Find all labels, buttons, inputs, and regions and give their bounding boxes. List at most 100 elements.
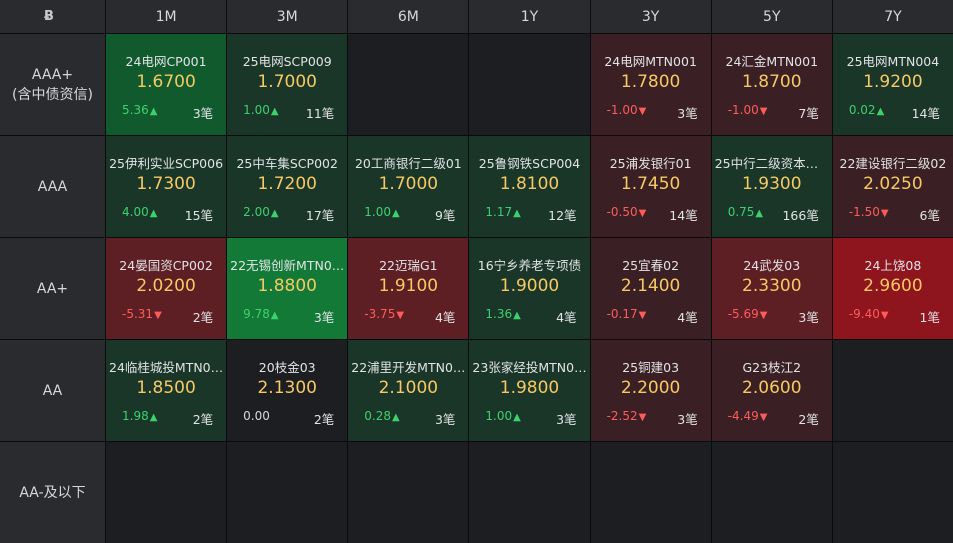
trade-count: 14笔: [911, 106, 940, 121]
empty-cell: [227, 442, 348, 543]
bond-name: 24晏国资CP002: [119, 258, 213, 273]
bond-cell[interactable]: 16宁乡养老专项债 1.9000 1.36▲ 4笔: [469, 238, 590, 339]
trade-count: 7笔: [798, 106, 819, 121]
change-value: -0.17▼: [607, 307, 647, 321]
bond-cell[interactable]: 22建设银行二级02 2.0250 -1.50▼ 6笔: [832, 136, 953, 237]
bond-name: 20枝金03: [258, 360, 316, 375]
tenor-header-7Y[interactable]: 7Y: [832, 0, 953, 33]
bond-cell[interactable]: 25鲁钢铁SCP004 1.8100 1.17▲ 12笔: [469, 136, 590, 237]
bond-cell[interactable]: 25中行二级资本债0... 1.9300 0.75▲ 166笔: [711, 136, 832, 237]
yield-value: 1.9000: [499, 276, 560, 296]
change-number: -4.49: [727, 409, 759, 423]
trade-count: 3笔: [677, 106, 698, 121]
empty-cell: [348, 34, 469, 135]
change-number: -2.52: [606, 409, 638, 423]
change-number: 1.00: [485, 409, 513, 423]
yield-value: 2.1300: [257, 378, 317, 398]
arrow-down-icon: ▼: [759, 412, 768, 423]
yield-value: 2.1400: [620, 276, 681, 296]
change-value: 1.98▲: [122, 409, 157, 423]
yield-value: 1.9100: [378, 276, 439, 296]
trade-count: 2笔: [313, 412, 335, 427]
arrow-up-icon: ▲: [149, 106, 158, 117]
trade-count: 14笔: [669, 208, 698, 223]
bond-cell[interactable]: 24晏国资CP002 2.0200 -5.31▼ 2笔: [106, 238, 227, 339]
bond-cell[interactable]: 22迈瑞G1 1.9100 -3.75▼ 4笔: [348, 238, 469, 339]
yield-value: 1.8100: [499, 174, 560, 194]
yield-value: 1.9300: [742, 174, 802, 194]
bond-cell[interactable]: 25电网SCP009 1.7000 1.00▲ 11笔: [227, 34, 348, 135]
change-number: -5.31: [122, 307, 154, 321]
bond-cell[interactable]: 25铜建03 2.2000 -2.52▼ 3笔: [590, 340, 711, 441]
empty-cell: [106, 442, 227, 543]
yield-value: 1.7000: [378, 174, 439, 194]
change-number: -9.40: [848, 307, 880, 321]
rating-label: AAA: [0, 136, 105, 237]
change-value: -5.69▼: [728, 307, 768, 321]
arrow-up-icon: ▲: [270, 208, 279, 219]
arrow-down-icon: ▼: [880, 208, 889, 219]
bond-cell[interactable]: 25宜春02 2.1400 -0.17▼ 4笔: [590, 238, 711, 339]
change-value: 5.36▲: [122, 103, 157, 117]
tenor-header-5Y[interactable]: 5Y: [711, 0, 832, 33]
bond-name: 25中车集SCP002: [236, 156, 338, 171]
yield-value: 2.2000: [620, 378, 681, 398]
bond-name: 22迈瑞G1: [379, 258, 438, 273]
yield-value: 1.7200: [257, 174, 317, 194]
change-number: 9.78: [243, 307, 270, 321]
yield-value: 2.1000: [378, 378, 439, 398]
bond-name: 24临桂城投MTN001: [109, 360, 227, 375]
bond-cell[interactable]: G23枝江2 2.0600 -4.49▼ 2笔: [711, 340, 832, 441]
bond-cell[interactable]: 20枝金03 2.1300 0.00 2笔: [227, 340, 348, 441]
trade-count: 3笔: [313, 310, 335, 325]
logo-icon: Ƀ: [44, 8, 54, 24]
bond-cell[interactable]: 23张家经投MTN001 1.9800 1.00▲ 3笔: [469, 340, 590, 441]
arrow-up-icon: ▲: [392, 208, 400, 219]
rating-label: AAA+ (含中债资信): [0, 34, 105, 135]
tenor-header-3Y[interactable]: 3Y: [590, 0, 711, 33]
bond-cell[interactable]: 24汇金MTN001 1.8700 -1.00▼ 7笔: [711, 34, 832, 135]
bond-cell[interactable]: 24武发03 2.3300 -5.69▼ 3笔: [711, 238, 832, 339]
trade-count: 3笔: [556, 412, 577, 427]
tenor-header-1M[interactable]: 1M: [106, 0, 227, 33]
arrow-down-icon: ▼: [759, 310, 768, 321]
tenor-header-3M[interactable]: 3M: [227, 0, 348, 33]
arrow-up-icon: ▲: [270, 310, 279, 321]
header-corner: Ƀ: [0, 0, 105, 33]
bond-cell[interactable]: 25中车集SCP002 1.7200 2.00▲ 17笔: [227, 136, 348, 237]
bond-cell[interactable]: 24临桂城投MTN001 1.8500 1.98▲ 2笔: [106, 340, 227, 441]
bond-cell[interactable]: 25浦发银行01 1.7450 -0.50▼ 14笔: [590, 136, 711, 237]
empty-cell: [711, 442, 832, 543]
bond-name: 25伊利实业SCP006: [109, 156, 224, 171]
arrow-up-icon: ▲: [392, 412, 400, 423]
bond-cell[interactable]: 24上饶08 2.9600 -9.40▼ 1笔: [832, 238, 953, 339]
bond-cell[interactable]: 25电网MTN004 1.9200 0.02▲ 14笔: [832, 34, 953, 135]
bond-cell[interactable]: 24电网CP001 1.6700 5.36▲ 3笔: [106, 34, 227, 135]
bond-cell[interactable]: 22浦里开发MTN002 2.1000 0.28▲ 3笔: [348, 340, 469, 441]
trade-count: 3笔: [192, 106, 214, 121]
change-value: 0.02▲: [849, 103, 884, 117]
arrow-down-icon: ▼: [396, 310, 405, 321]
bond-name: 16宁乡养老专项债: [477, 258, 582, 273]
yield-value: 1.8500: [136, 378, 196, 398]
arrow-up-icon: ▲: [513, 208, 521, 219]
tenor-header-6M[interactable]: 6M: [348, 0, 469, 33]
rating-label: AA: [0, 340, 105, 441]
yield-value: 2.0250: [863, 174, 923, 194]
bond-cell[interactable]: 22无锡创新MTN001 1.8800 9.78▲ 3笔: [227, 238, 348, 339]
bond-cell[interactable]: 24电网MTN001 1.7800 -1.00▼ 3笔: [590, 34, 711, 135]
trade-count: 9笔: [434, 208, 456, 223]
trade-count: 15笔: [184, 208, 214, 223]
tenor-header-1Y[interactable]: 1Y: [469, 0, 590, 33]
bond-name: 25电网SCP009: [242, 54, 332, 69]
arrow-down-icon: ▼: [154, 310, 162, 321]
arrow-up-icon: ▲: [270, 106, 279, 117]
bond-cell[interactable]: 25伊利实业SCP006 1.7300 4.00▲ 15笔: [106, 136, 227, 237]
yield-value: 1.9800: [499, 378, 560, 398]
yield-value: 1.8700: [742, 72, 802, 92]
bond-cell[interactable]: 20工商银行二级01 1.7000 1.00▲ 9笔: [348, 136, 469, 237]
bond-name: 24汇金MTN001: [725, 54, 819, 69]
empty-cell: [832, 340, 953, 441]
trade-count: 2笔: [798, 412, 819, 427]
